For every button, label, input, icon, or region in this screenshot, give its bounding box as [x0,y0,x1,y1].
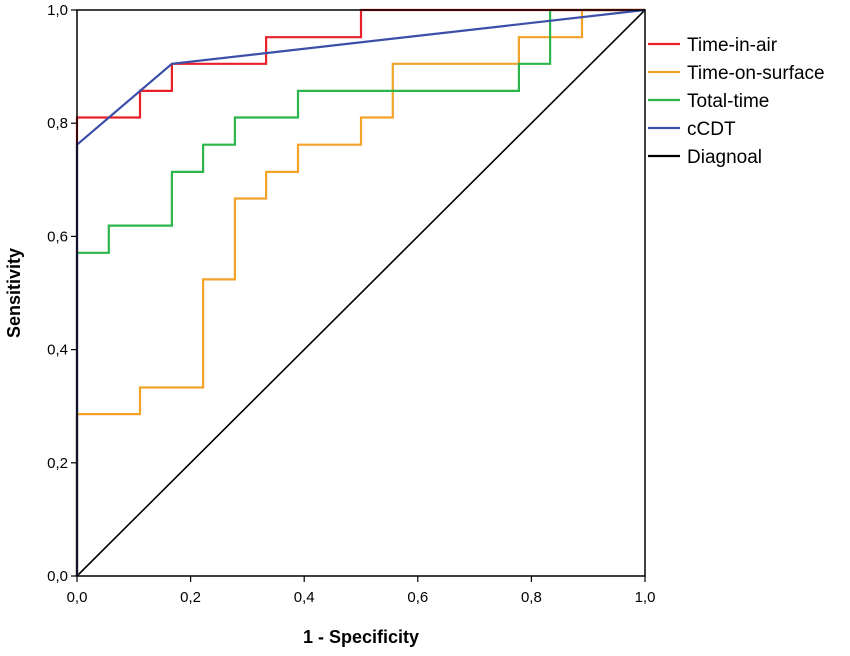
x-tick-label: 0,6 [407,589,428,606]
series-line-time-on-surface [75,8,645,576]
y-tick-label: 0,6 [47,228,68,245]
x-axis-title: 1 - Specificity [303,627,419,647]
series-line-diagnoal [76,9,646,577]
legend-label-ccdt: cCDT [687,119,736,140]
y-tick-label: 0,8 [47,115,68,132]
legend-label-time-in-air: Time-in-air [687,35,778,56]
y-tick-label: 1,0 [47,2,68,19]
series-line-total-time [75,8,645,576]
x-axis: 0,0 0,2 0,4 0,6 0,8 1,0 [67,576,656,606]
y-tick-label: 0,0 [47,568,68,585]
y-tick-label: 0,2 [47,455,68,472]
legend-label-total-time: Total-time [687,91,769,112]
y-tick-label: 0,4 [47,342,68,359]
x-tick-label: 0,4 [294,589,315,606]
x-tick-label: 0,2 [180,589,201,606]
legend-label-time-on-surface: Time-on-surface [687,63,825,84]
legend: Time-in-air Time-on-surface Total-time cCDT… [648,35,825,168]
legend-label-diagnoal: Diagnoal [687,147,762,168]
x-tick-label: 1,0 [635,589,656,606]
y-axis: 0,0 0,2 0,4 0,6 0,8 1,0 [47,2,77,585]
x-tick-label: 0,8 [521,589,542,606]
x-tick-label: 0,0 [67,589,88,606]
plot-series-group [75,8,646,577]
plot-frame [76,9,646,577]
y-axis-title: Sensitivity [4,248,24,338]
